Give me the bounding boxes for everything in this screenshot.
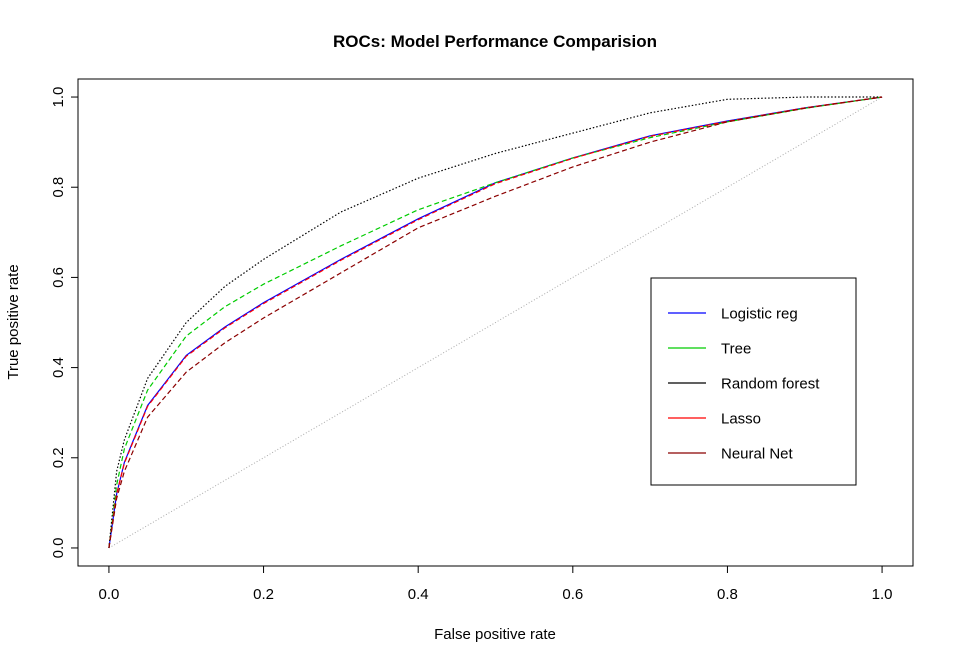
y-tick-label: 0.6 bbox=[50, 267, 67, 288]
x-tick-label: 0.2 bbox=[253, 586, 274, 603]
chance-line bbox=[108, 96, 883, 549]
legend-label: Tree bbox=[721, 340, 751, 357]
roc-line bbox=[108, 96, 883, 549]
plot-frame bbox=[77, 78, 914, 567]
x-tick-label: 0.0 bbox=[98, 586, 119, 603]
x-tick-label: 0.6 bbox=[562, 586, 583, 603]
x-axis-label: False positive rate bbox=[434, 626, 556, 643]
legend-label: Neural Net bbox=[721, 445, 794, 462]
y-tick-label: 0.8 bbox=[50, 177, 67, 198]
x-tick-label: 0.4 bbox=[408, 586, 429, 603]
legend-label: Lasso bbox=[721, 410, 761, 427]
roc-line bbox=[108, 96, 883, 549]
x-tick-label: 0.8 bbox=[717, 586, 738, 603]
y-tick-label: 0.4 bbox=[50, 357, 67, 378]
x-tick-label: 1.0 bbox=[872, 586, 893, 603]
legend-label: Random forest bbox=[721, 375, 820, 392]
y-tick-label: 0.2 bbox=[50, 447, 67, 468]
y-tick-label: 1.0 bbox=[50, 87, 67, 108]
legend-label: Logistic reg bbox=[721, 305, 798, 322]
y-axis-label: True positive rate bbox=[5, 264, 22, 379]
chart-title: ROCs: Model Performance Comparision bbox=[333, 32, 657, 51]
y-tick-label: 0.0 bbox=[50, 538, 67, 559]
roc-line bbox=[108, 96, 883, 549]
